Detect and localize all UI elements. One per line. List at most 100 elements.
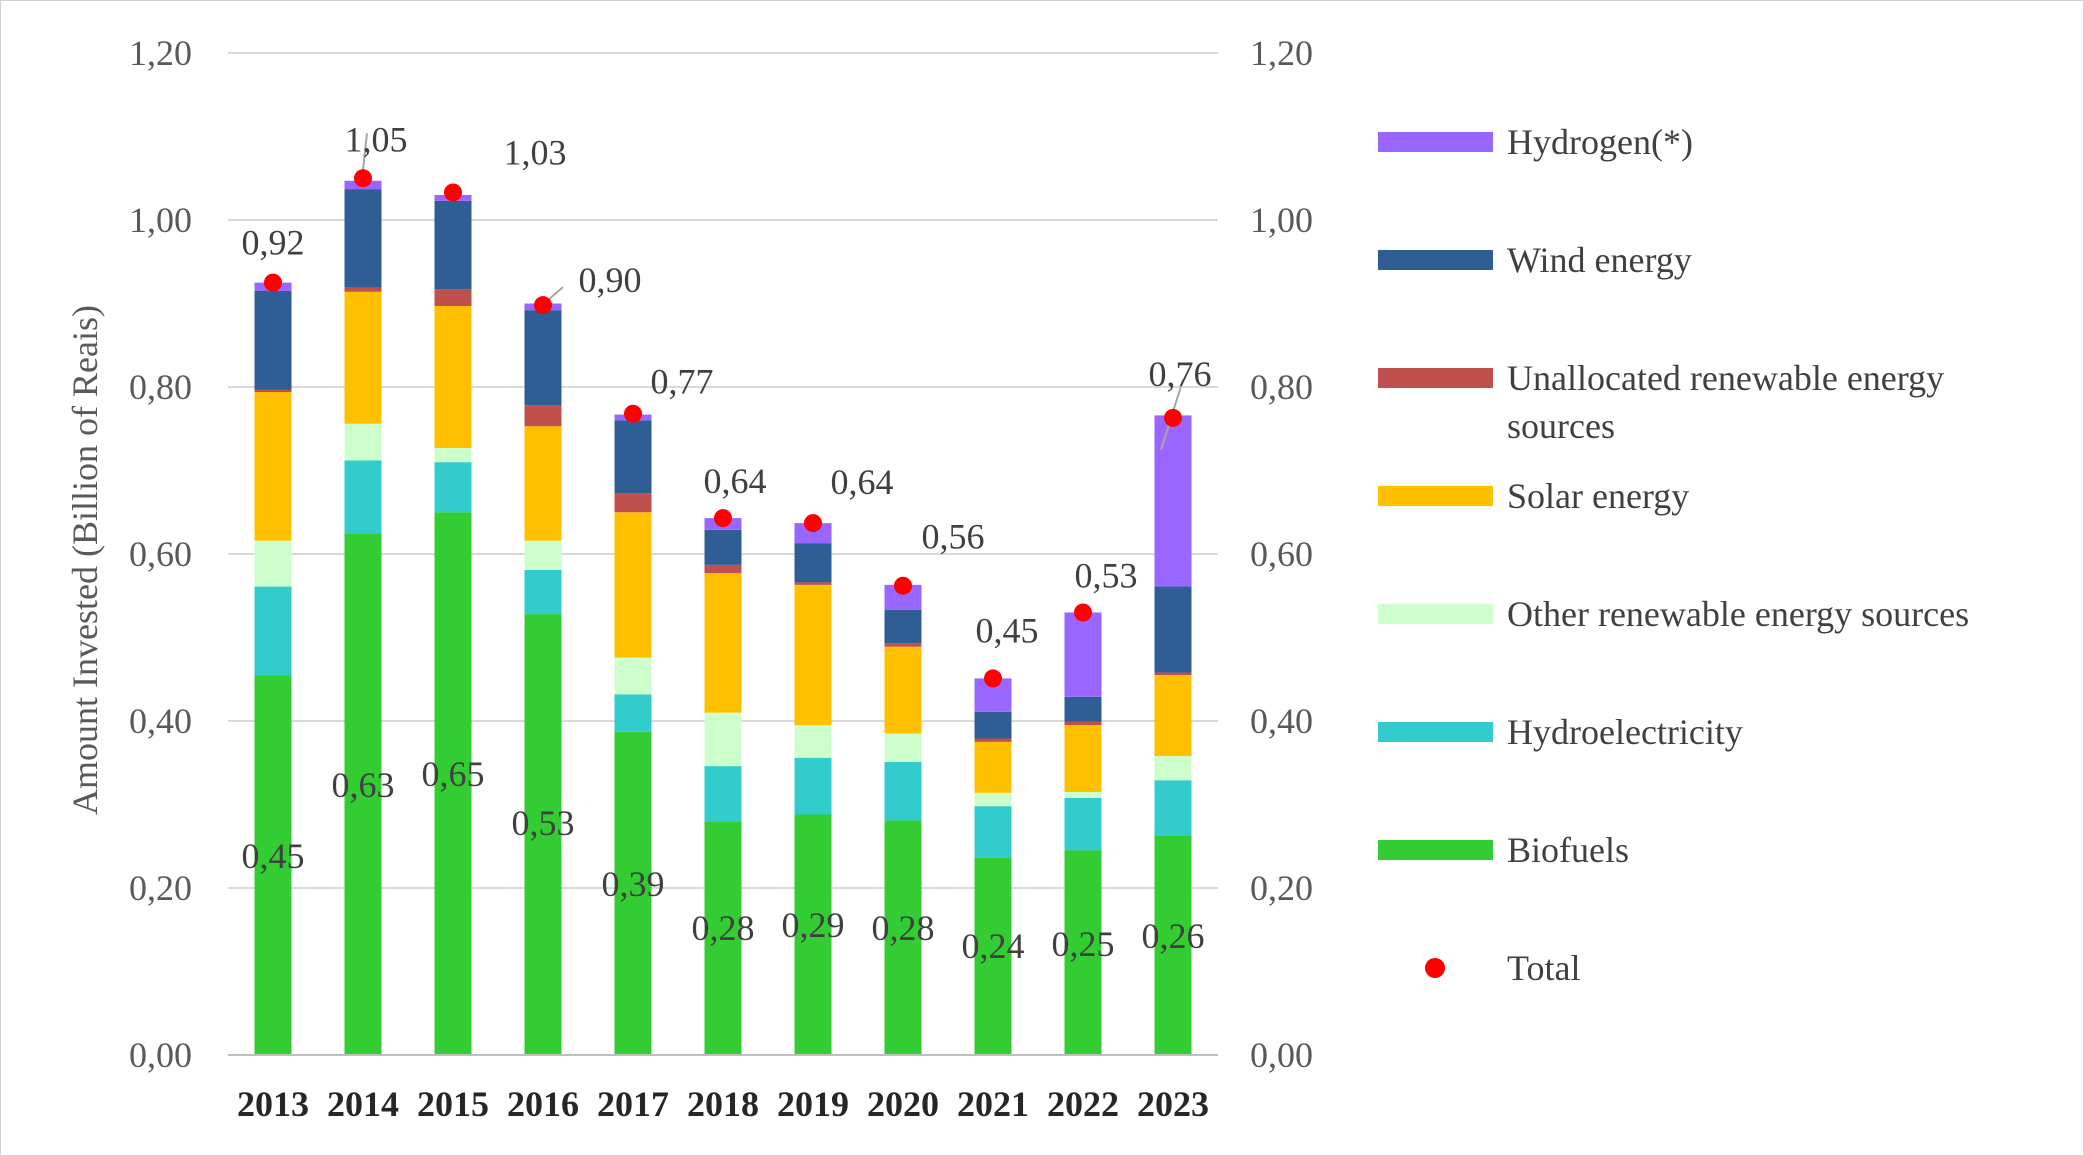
total-data-label: 0,76 (1149, 354, 1212, 394)
bar-segment-hydrogen (1154, 415, 1192, 587)
bar-segment-solar-energy (434, 306, 472, 448)
y-tick-label-right: 0,20 (1250, 868, 1313, 908)
leader-line (362, 133, 368, 171)
leader-line (548, 286, 564, 300)
bar-segment-hydroelectricity (1064, 797, 1102, 851)
total-data-label: 0,77 (651, 362, 714, 402)
bar-segment-hydroelectricity (614, 694, 652, 732)
y-tick-label-right: 0,00 (1250, 1035, 1313, 1075)
bar-segment-solar-energy (344, 291, 382, 424)
legend-swatch-wind-energy (1378, 250, 1493, 270)
bar-segment-other-renewable-energy-sources (794, 725, 832, 758)
bar-segment-solar-energy (1064, 725, 1102, 792)
biofuel-data-label: 0,29 (782, 905, 845, 945)
bar-segment-wind-energy (614, 420, 652, 494)
y-tick-label-right: 0,40 (1250, 701, 1313, 741)
y-axis-right: 0,00 0,20 0,40 0,60 0,80 1,00 1,20 (1250, 33, 1313, 1075)
bar-segment-wind-energy (524, 310, 562, 406)
label-leader-lines (362, 133, 1184, 451)
bar-segment-hydroelectricity (434, 462, 472, 513)
bar-segment-biofuels (1154, 835, 1192, 1055)
total-marker (984, 669, 1002, 688)
biofuel-data-label: 0,63 (332, 765, 395, 805)
bar-segment-other-renewable-energy-sources (254, 540, 292, 587)
legend-label: Wind energy (1507, 240, 1692, 280)
bar-segment-biofuels (344, 533, 382, 1055)
x-axis: 2013 2014 2015 2016 2017 2018 2019 2020 2021 2022… (228, 1054, 1218, 1124)
y-axis-left: 0,00 0,20 0,40 0,60 0,80 1,00 1,20 (129, 33, 192, 1075)
bar-segment-biofuels (614, 731, 652, 1055)
y-tick-label: 1,00 (129, 200, 192, 240)
y-axis-title: Amount Invested (Billion of Reais) (65, 305, 105, 815)
bar-segment-hydroelectricity (884, 761, 922, 821)
y-tick-label: 0,20 (129, 868, 192, 908)
x-tick-label: 2016 (507, 1084, 579, 1124)
bar-segment-wind-energy (1064, 696, 1102, 722)
bar-segment-unallocated-renewable-energy-sources (704, 564, 742, 574)
legend-label: Total (1507, 948, 1580, 988)
legend-label: Solar energy (1507, 476, 1689, 516)
bar-segment-wind-energy (1154, 586, 1192, 673)
biofuel-data-label: 0,65 (422, 754, 485, 794)
bar-segment-hydroelectricity (974, 806, 1012, 858)
bar-segment-biofuels (704, 821, 742, 1055)
biofuel-data-label: 0,28 (872, 908, 935, 948)
y-tick-label-right: 1,20 (1250, 33, 1313, 73)
total-data-label: 1,05 (345, 119, 408, 159)
legend-swatch-total (1425, 958, 1445, 978)
total-marker (534, 296, 552, 315)
total-data-label: 0,64 (704, 461, 767, 501)
y-tick-label-right: 0,60 (1250, 534, 1313, 574)
bar-segment-wind-energy (884, 609, 922, 644)
bar-segment-hydroelectricity (344, 460, 382, 534)
legend-swatch-unallocated-renewable-energy-sources (1378, 368, 1493, 388)
biofuel-data-label: 0,26 (1142, 916, 1205, 956)
legend-label: Other renewable energy sources (1507, 594, 1969, 634)
bar-segment-solar-energy (974, 741, 1012, 793)
bar-segment-other-renewable-energy-sources (344, 423, 382, 461)
total-marker (1074, 603, 1092, 622)
bar-segment-unallocated-renewable-energy-sources (524, 405, 562, 427)
biofuel-data-label: 0,28 (692, 908, 755, 948)
bar-segment-other-renewable-energy-sources (884, 733, 922, 762)
total-marker (444, 183, 462, 202)
bar-segment-hydroelectricity (1154, 780, 1192, 836)
legend: Hydrogen(*) Wind energy Unallocated renewa… (1378, 122, 1969, 988)
bar-segment-wind-energy (974, 711, 1012, 739)
total-marker (264, 273, 282, 292)
total-data-label: 0,64 (831, 462, 894, 502)
bar-segment-unallocated-renewable-energy-sources (344, 287, 382, 292)
bar-segment-other-renewable-energy-sources (434, 447, 472, 463)
x-tick-label: 2013 (237, 1084, 309, 1124)
bar-segment-unallocated-renewable-energy-sources (1064, 721, 1102, 726)
bar-segment-unallocated-renewable-energy-sources (614, 493, 652, 513)
bar-segment-other-renewable-energy-sources (974, 792, 1012, 807)
bar-segment-hydroelectricity (524, 569, 562, 615)
bar-segment-biofuels (524, 614, 562, 1055)
bar-segment-hydrogen (1064, 612, 1102, 697)
bar-segment-biofuels (1064, 850, 1102, 1055)
bar-stacks (254, 180, 1192, 1055)
y-tick-label: 0,80 (129, 367, 192, 407)
total-data-label: 0,92 (242, 223, 305, 263)
biofuel-data-label: 0,24 (962, 926, 1025, 966)
bar-segment-solar-energy (524, 426, 562, 541)
biofuel-data-label: 0,25 (1052, 924, 1115, 964)
bar-segment-unallocated-renewable-energy-sources (974, 738, 1012, 742)
bar-segment-solar-energy (884, 646, 922, 734)
legend-label: Hydrogen(*) (1507, 122, 1693, 162)
legend-label: sources (1507, 406, 1615, 446)
y-tick-label-right: 0,80 (1250, 367, 1313, 407)
bar-segment-solar-energy (1154, 675, 1192, 757)
legend-swatch-hydroelectricity (1378, 722, 1493, 742)
x-tick-label: 2019 (777, 1084, 849, 1124)
bar-segment-biofuels (974, 857, 1012, 1055)
total-markers (264, 169, 1182, 688)
y-tick-label: 0,40 (129, 701, 192, 741)
total-marker (624, 404, 642, 423)
total-marker (894, 576, 912, 595)
total-marker (1164, 408, 1182, 427)
biofuel-data-label: 0,45 (242, 836, 305, 876)
bar-segment-other-renewable-energy-sources (704, 712, 742, 767)
bar-segment-solar-energy (254, 392, 292, 541)
